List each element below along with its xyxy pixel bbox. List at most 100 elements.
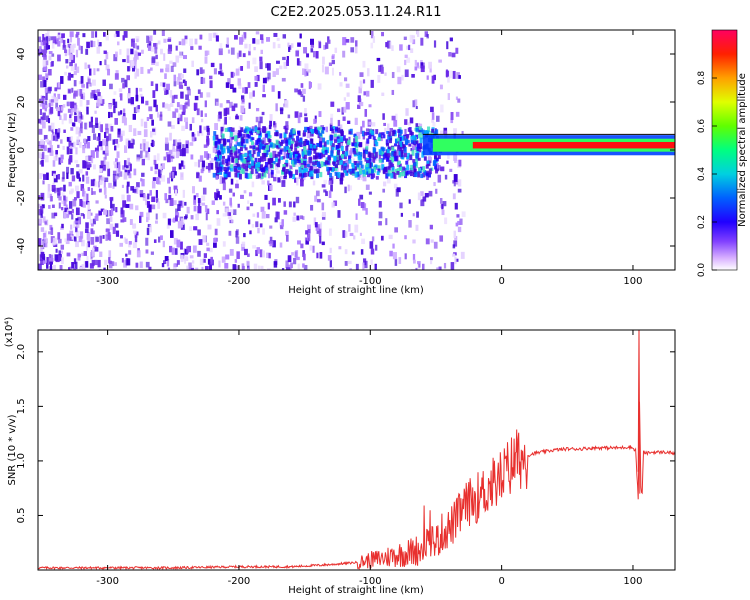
spectrogram-cell [116, 143, 120, 148]
spectrogram-cell [81, 84, 85, 88]
spectrogram-cell [221, 159, 225, 165]
spectrogram-cell [71, 214, 74, 220]
spectrogram-cell [390, 173, 394, 179]
spectrogram-cell [113, 105, 116, 114]
spectrogram-cell [291, 252, 294, 256]
spectrogram-cell [89, 212, 93, 216]
spectrogram-cell [122, 83, 125, 89]
spectrogram-cell [440, 166, 445, 172]
spectrogram-cell [152, 90, 156, 98]
spectrogram-cell [119, 242, 123, 247]
spectrogram-cell [267, 72, 271, 80]
spectrogram-cell [165, 67, 170, 72]
spectrogram-cell [299, 138, 303, 143]
spectrogram-cell [397, 76, 402, 85]
spectrogram-cell [38, 128, 43, 135]
spectrogram-cell [139, 150, 143, 159]
spectrogram-cell [247, 134, 251, 139]
spectrogram-cell [416, 30, 420, 37]
spectrogram-cell [364, 109, 368, 117]
spectrogram-cell [337, 171, 341, 178]
spectrogram-cell [253, 46, 256, 51]
spectrogram-x-tick-label: -300 [96, 276, 119, 287]
spectrogram-cell [356, 131, 361, 140]
spectrogram-cell [213, 131, 217, 136]
spectrogram-cell [128, 124, 133, 133]
spectrogram-cell [70, 127, 74, 131]
spectrogram-cell [256, 39, 260, 45]
spectrogram-cell [112, 170, 117, 176]
spectrogram-cell [430, 257, 433, 261]
spectrogram-cell [451, 253, 456, 257]
spectrogram-cell [95, 236, 99, 242]
spectrogram-cell [145, 249, 149, 254]
spectrogram-cell [453, 230, 457, 239]
spectrogram-cell [130, 60, 135, 68]
spectrogram-cell [285, 235, 289, 242]
spectrogram-cell [254, 81, 258, 87]
spectrogram-cell [300, 158, 304, 163]
spectrogram-cell [70, 224, 73, 230]
spectrogram-cell [141, 49, 144, 54]
spectrogram-cell [222, 213, 227, 217]
spectrogram-cell [52, 241, 56, 246]
spectrogram-cell [255, 116, 259, 123]
spectrogram-cell [146, 116, 150, 121]
spectrogram-cell [354, 172, 358, 178]
spectrogram-cell [75, 66, 80, 73]
spectrogram-cell [49, 145, 53, 153]
spectrogram-cell [145, 261, 150, 268]
spectrogram-cell [418, 263, 421, 268]
spectrogram-cell [237, 203, 240, 208]
spectrogram-cell [38, 74, 42, 81]
spectrogram-cell [221, 149, 225, 155]
spectrogram-cell [395, 188, 399, 197]
spectrogram-cell [128, 140, 131, 149]
spectrogram-cell [384, 152, 388, 159]
spectrogram-cell [227, 212, 231, 216]
spectrogram-cell [296, 58, 300, 66]
spectrogram-cell [399, 44, 403, 51]
spectrogram-cell [167, 154, 171, 163]
spectrogram-cell [109, 197, 114, 201]
spectrogram-cell [142, 194, 147, 201]
spectrogram-cell [429, 260, 433, 265]
spectrogram-cell [212, 146, 217, 153]
spectrogram-cell [303, 149, 307, 156]
spectrogram-cell [417, 157, 421, 161]
spectrogram-cell [288, 132, 292, 138]
spectrogram-cell [277, 211, 280, 220]
spectrogram-cell [198, 203, 201, 207]
spectrogram-cell [88, 155, 93, 161]
spectrogram-cell [419, 143, 423, 149]
spectrogram-cell [402, 170, 406, 177]
spectrogram-cell [350, 37, 355, 43]
spectrogram-cell [211, 158, 215, 162]
spectrogram-cell [275, 103, 278, 112]
spectrogram-cell [83, 138, 86, 143]
spectrogram-cell [156, 198, 159, 203]
spectrogram-cell [216, 218, 221, 226]
spectrogram-cell [388, 137, 392, 144]
spectrogram-cell [61, 192, 65, 197]
spectrogram-cell [453, 174, 458, 182]
spectrogram-cell [68, 139, 72, 147]
spectrogram-cell [150, 131, 153, 138]
spectrogram-cell [173, 263, 177, 268]
spectrogram-cell [129, 203, 134, 210]
spectrogram-cell [307, 129, 311, 134]
spectrogram-cell [145, 100, 149, 106]
spectrogram-cell [251, 181, 255, 188]
spectrogram-cell [122, 59, 126, 63]
spectrogram-cell [249, 136, 253, 142]
spectrogram-cell [191, 132, 195, 137]
spectrogram-cell [258, 135, 262, 140]
spectrogram-cell [260, 168, 264, 173]
spectrogram-cell [148, 41, 152, 49]
spectrogram-cell [394, 168, 398, 174]
spectrogram-cell [247, 127, 251, 132]
spectrogram-cell [244, 87, 248, 94]
spectrogram-cell [105, 64, 110, 71]
spectrogram-cell [116, 172, 120, 178]
spectrogram-cell [61, 118, 64, 125]
